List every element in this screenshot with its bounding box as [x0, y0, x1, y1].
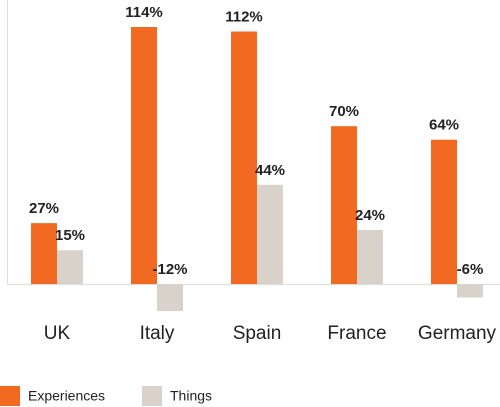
value-label: 44%: [255, 162, 285, 179]
value-label: 112%: [225, 8, 263, 25]
bar: [31, 223, 57, 284]
bar: [431, 139, 457, 284]
bar: [457, 284, 483, 298]
legend-label: Things: [170, 388, 212, 404]
value-label: 64%: [429, 117, 459, 134]
x-tick-label: Germany: [418, 323, 497, 344]
bar: [131, 27, 157, 284]
value-label: 70%: [329, 103, 359, 120]
value-label: 15%: [55, 227, 85, 244]
value-label: 24%: [355, 207, 385, 224]
legend-label: Experiences: [28, 388, 105, 404]
x-tick-label: France: [327, 323, 386, 344]
bar: [331, 126, 357, 284]
legend-swatch: [0, 386, 20, 406]
bar: [357, 229, 383, 284]
bar: [157, 284, 183, 312]
value-label: 27%: [29, 200, 59, 217]
bar: [57, 250, 83, 284]
bar: [231, 31, 257, 284]
value-label: 114%: [125, 4, 163, 21]
value-label: -12%: [152, 261, 187, 278]
x-tick-label: UK: [44, 323, 71, 344]
x-tick-label: Spain: [233, 323, 282, 344]
bar: [257, 184, 283, 284]
legend-swatch: [142, 386, 162, 406]
x-tick-label: Italy: [140, 323, 175, 344]
value-label: -6%: [457, 261, 484, 278]
